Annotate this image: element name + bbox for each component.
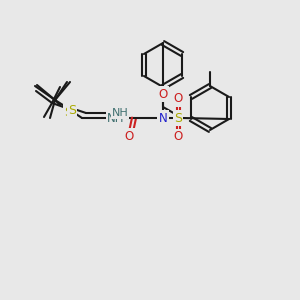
Text: NH: NH bbox=[112, 108, 128, 118]
Text: O: O bbox=[173, 130, 183, 143]
Text: O: O bbox=[173, 92, 183, 106]
Text: NH: NH bbox=[107, 112, 125, 124]
Text: O: O bbox=[124, 130, 134, 142]
Text: N: N bbox=[159, 112, 167, 124]
Text: S: S bbox=[68, 103, 76, 116]
Text: O: O bbox=[158, 88, 168, 100]
Text: S: S bbox=[64, 106, 72, 118]
Text: S: S bbox=[174, 112, 182, 124]
